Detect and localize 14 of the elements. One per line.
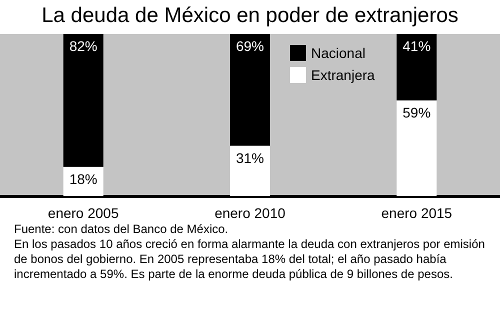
- legend-label: Nacional: [311, 45, 366, 61]
- source-note: Fuente: con datos del Banco de México.: [14, 222, 230, 237]
- legend-label: Extranjera: [311, 67, 376, 83]
- data-label: 41%: [402, 38, 431, 54]
- data-label: 31%: [236, 150, 264, 166]
- x-tick-label: enero 2005: [48, 205, 119, 221]
- data-label: 18%: [69, 170, 98, 187]
- data-label: 69%: [236, 38, 264, 54]
- x-tick-label: enero 2015: [381, 205, 452, 221]
- text: En los pasados 10 años creció en forma alarmante la deuda con extranjeros por emisión de bonos del gobierno. En 2005 representaba 18% del total; el año pasado había incrementado a 59%. Es parte de la enorme deuda pública de 9 billones de pesos.: [14, 237, 486, 282]
- data-label: 82%: [69, 38, 98, 54]
- data-label: 59%: [402, 104, 431, 120]
- chart-title: La deuda de México en poder de extranjeros: [40, 3, 460, 29]
- x-tick-label: enero 2010: [214, 205, 286, 221]
